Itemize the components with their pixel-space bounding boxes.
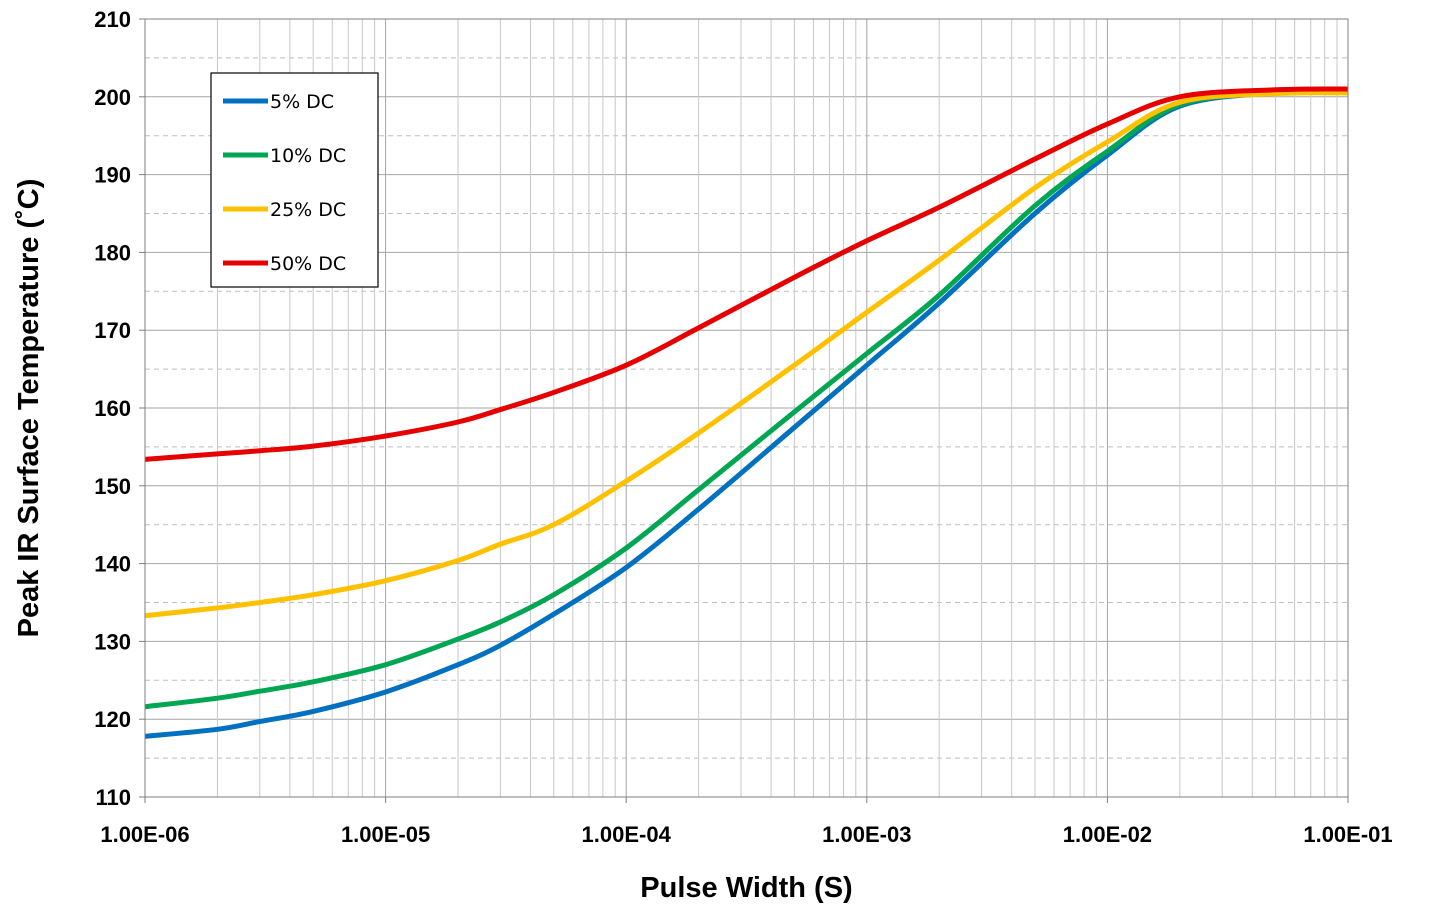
y-tick-label: 110: [96, 785, 132, 810]
y-tick-label: 150: [94, 474, 131, 499]
legend-label: 50% DC: [270, 253, 346, 275]
y-tick-label: 200: [94, 85, 131, 110]
y-tick-label: 120: [94, 707, 131, 732]
x-tick-label: 1.00E-02: [1063, 822, 1152, 847]
series-line-4: [144, 86, 1349, 462]
legend-label: 10% DC: [270, 145, 346, 167]
y-tick-label: 140: [94, 552, 131, 577]
y-tick-label: 170: [94, 318, 131, 343]
x-tick-label: 1.00E-04: [582, 822, 672, 847]
x-tick-label: 1.00E-03: [822, 822, 911, 847]
legend-box: [210, 72, 379, 288]
series-lines: [144, 86, 1349, 739]
x-tick-label: 1.00E-06: [100, 822, 189, 847]
y-tick-label: 160: [94, 396, 131, 421]
legend-label: 25% DC: [270, 199, 346, 221]
x-tick-label: 1.00E-01: [1303, 822, 1392, 847]
x-tick-label: 1.00E-05: [341, 822, 430, 847]
y-axis-ticks: 110 120 130 140 150 160 170 180 190 200 210: [94, 7, 145, 810]
y-tick-label: 190: [94, 163, 131, 188]
x-axis-title: Pulse Width (S): [640, 872, 852, 904]
y-tick-label: 180: [94, 240, 131, 265]
x-axis-ticks: 1.00E-06 1.00E-05 1.00E-04 1.00E-03 1.00E-02…: [100, 797, 1393, 847]
y-tick-label: 130: [94, 629, 131, 654]
y-tick-label: 210: [94, 7, 131, 32]
legend-label: 5% DC: [270, 91, 334, 113]
series-line-1: [144, 89, 1349, 739]
legend: 5% DC 10% DC 25% DC 50% DC: [210, 72, 379, 288]
series-line-2: [144, 89, 1349, 710]
y-axis-title: Peak IR Surface Temperature (˚C): [13, 179, 45, 638]
series-line-3: [144, 90, 1349, 619]
